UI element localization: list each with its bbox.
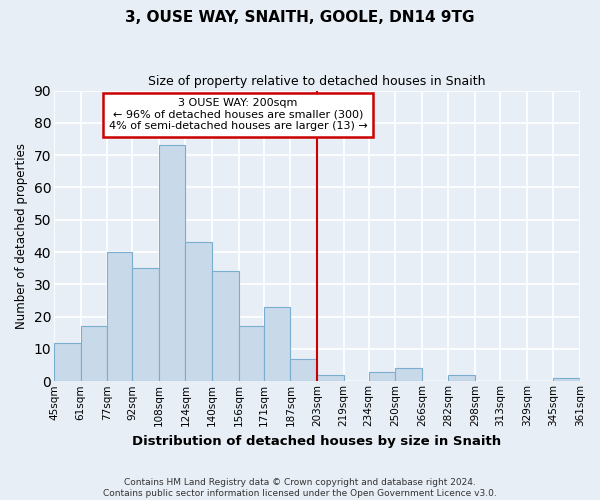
Bar xyxy=(264,307,290,382)
Bar xyxy=(317,375,344,382)
Bar xyxy=(159,146,185,382)
Bar xyxy=(212,272,239,382)
X-axis label: Distribution of detached houses by size in Snaith: Distribution of detached houses by size … xyxy=(133,434,502,448)
Text: Contains HM Land Registry data © Crown copyright and database right 2024.
Contai: Contains HM Land Registry data © Crown c… xyxy=(103,478,497,498)
Bar xyxy=(395,368,422,382)
Bar xyxy=(80,326,107,382)
Bar xyxy=(448,375,475,382)
Y-axis label: Number of detached properties: Number of detached properties xyxy=(15,143,28,329)
Text: 3 OUSE WAY: 200sqm
← 96% of detached houses are smaller (300)
4% of semi-detache: 3 OUSE WAY: 200sqm ← 96% of detached hou… xyxy=(109,98,367,132)
Bar xyxy=(107,252,132,382)
Text: 3, OUSE WAY, SNAITH, GOOLE, DN14 9TG: 3, OUSE WAY, SNAITH, GOOLE, DN14 9TG xyxy=(125,10,475,25)
Bar xyxy=(290,358,317,382)
Bar xyxy=(239,326,264,382)
Bar xyxy=(185,242,212,382)
Bar xyxy=(553,378,580,382)
Title: Size of property relative to detached houses in Snaith: Size of property relative to detached ho… xyxy=(148,75,486,88)
Bar xyxy=(368,372,395,382)
Bar xyxy=(54,342,80,382)
Bar xyxy=(132,268,159,382)
